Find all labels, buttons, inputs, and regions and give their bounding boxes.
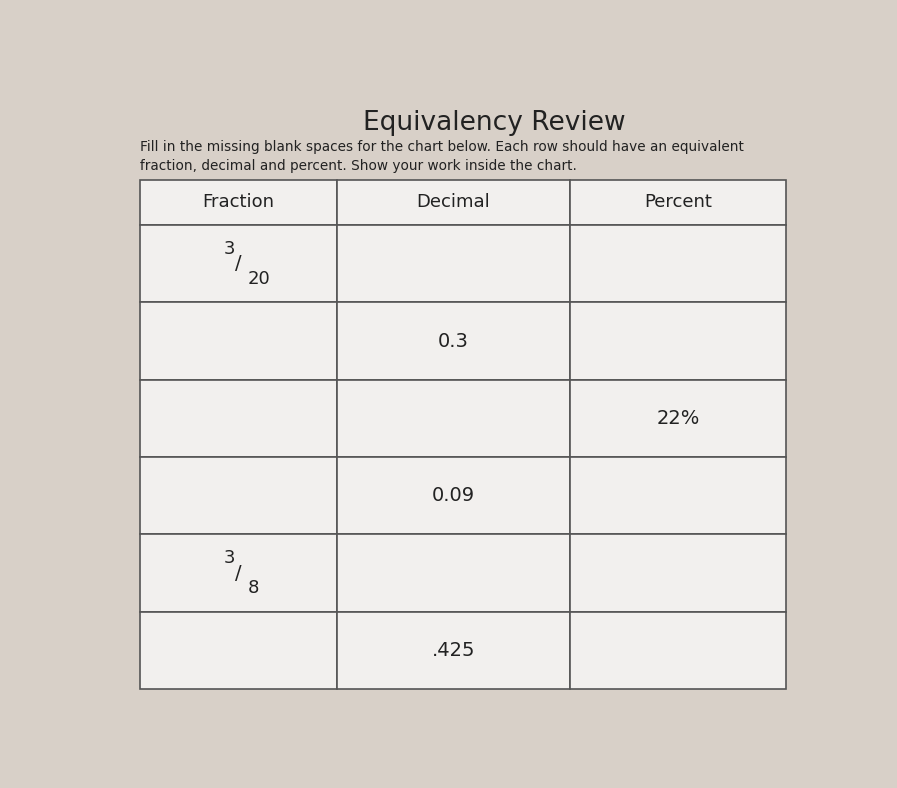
Text: Decimal: Decimal [416,193,491,211]
Bar [337,303,570,380]
Text: Equivalency Review: Equivalency Review [363,110,626,136]
Bar [140,611,337,690]
Bar [337,457,570,534]
Bar [570,303,787,380]
Text: Percent: Percent [644,193,712,211]
Bar [337,380,570,457]
Text: /: / [235,563,241,582]
Text: 0.3: 0.3 [438,332,469,351]
Text: 20: 20 [248,269,270,288]
Bar [337,225,570,303]
Bar [140,225,337,303]
Bar [140,180,337,225]
Text: 8: 8 [248,579,259,597]
Bar [570,180,787,225]
Text: 22%: 22% [657,409,700,428]
Bar [140,534,337,611]
Bar [337,180,570,225]
Bar [140,457,337,534]
Text: fraction, decimal and percent. Show your work inside the chart.: fraction, decimal and percent. Show your… [140,159,577,173]
Text: /: / [235,255,241,273]
Text: 3: 3 [223,240,235,258]
Bar [570,457,787,534]
Bar [570,380,787,457]
Text: Fraction: Fraction [203,193,274,211]
Bar [570,534,787,611]
Bar [337,611,570,690]
Text: Fill in the missing blank spaces for the chart below. Each row should have an eq: Fill in the missing blank spaces for the… [140,140,744,154]
Bar [570,225,787,303]
Bar [570,611,787,690]
Bar [337,534,570,611]
Text: .425: .425 [431,641,475,660]
Text: 0.09: 0.09 [432,486,475,505]
Bar [140,303,337,380]
Bar [140,380,337,457]
Text: 3: 3 [223,549,235,567]
